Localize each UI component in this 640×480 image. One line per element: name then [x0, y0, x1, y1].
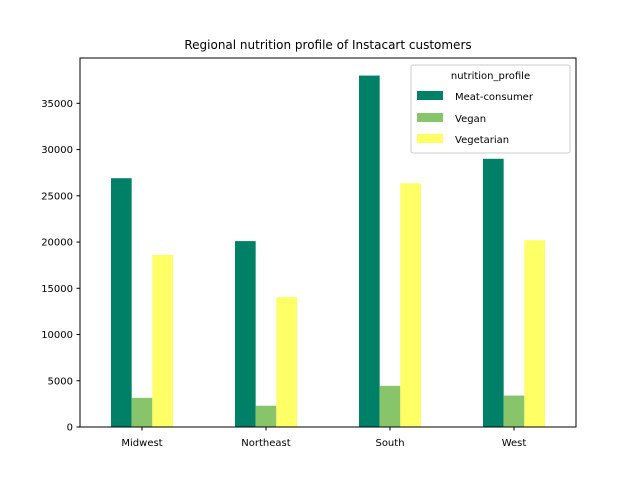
bar-vegan-midwest [131, 397, 153, 427]
bar-meat-consumer-west [483, 158, 504, 427]
y-tick-label: 30000 [41, 145, 73, 156]
legend-swatch-vegetarian [417, 134, 443, 143]
y-tick-label: 5000 [48, 376, 73, 387]
bar-vegetarian-south [400, 183, 421, 427]
x-tick-label: Northeast [241, 438, 290, 449]
bar-vegetarian-west [524, 240, 545, 427]
chart-title: Regional nutrition profile of Instacart … [184, 38, 471, 52]
bar-meat-consumer-south [359, 75, 380, 428]
legend-swatch-meat-consumer [417, 91, 443, 100]
y-tick-label: 0 [67, 423, 73, 434]
y-tick-label: 15000 [41, 284, 73, 295]
bar-vegetarian-midwest [152, 254, 173, 427]
legend-label-vegan: Vegan [455, 114, 486, 125]
x-tick-label: South [375, 438, 404, 449]
legend-label-meat-consumer: Meat-consumer [455, 92, 534, 103]
bar-meat-consumer-midwest [111, 178, 132, 427]
x-tick-label: Midwest [121, 438, 162, 449]
bar-meat-consumer-northeast [235, 241, 256, 427]
plot-area: 0 5000 10000 15000 20000 25000 30000 35000 Midwe… [41, 57, 577, 449]
bar-vegan-northeast [255, 405, 277, 427]
legend: nutrition_profile Meat-consumer Vegan Ve… [410, 64, 571, 154]
legend-swatch-vegan [417, 113, 443, 122]
y-tick-label: 25000 [41, 191, 73, 202]
bar-vegetarian-northeast [276, 297, 297, 427]
bar-vegan-south [379, 385, 401, 427]
axes-frame [79, 57, 577, 428]
bar-vegan-west [503, 395, 525, 427]
legend-label-vegetarian: Vegetarian [455, 135, 509, 146]
y-tick-label: 20000 [41, 238, 73, 249]
y-tick-label: 35000 [41, 99, 73, 110]
x-tick-label: West [502, 438, 527, 449]
legend-title: nutrition_profile [451, 71, 530, 82]
y-tick-label: 10000 [41, 330, 73, 341]
legend-frame [410, 64, 571, 154]
